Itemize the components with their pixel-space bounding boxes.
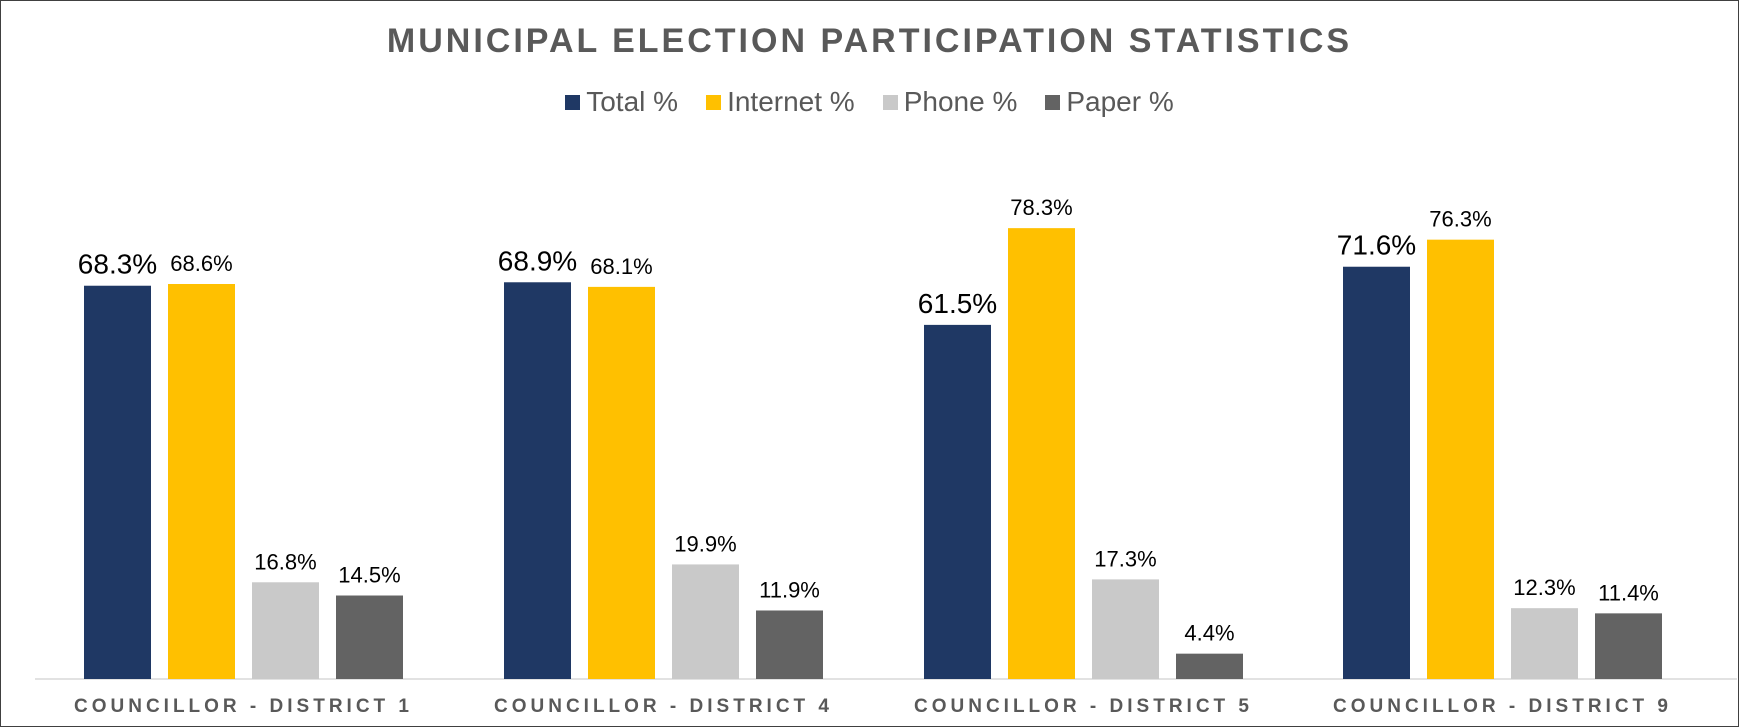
bar-internet-1 xyxy=(168,284,235,679)
bar-phone-2 xyxy=(672,564,739,679)
legend-swatch-internet xyxy=(706,94,722,110)
bar-internet-3 xyxy=(1008,228,1075,680)
legend-label-internet: Internet % xyxy=(727,86,855,117)
data-label-phone-2: 19.9% xyxy=(674,531,736,556)
data-label-internet-2: 68.1% xyxy=(590,254,652,279)
x-tick-label-4: COUNCILLOR - DISTRICT 9 xyxy=(1333,696,1672,717)
data-label-internet-3: 78.3% xyxy=(1010,195,1072,220)
legend-swatch-paper xyxy=(1045,94,1061,110)
data-label-paper-4: 11.4% xyxy=(1598,580,1659,605)
bar-paper-4 xyxy=(1595,613,1662,679)
bar-phone-1 xyxy=(252,582,319,679)
chart-title: MUNICIPAL ELECTION PARTICIPATION STATIST… xyxy=(386,22,1353,60)
legend-label-phone: Phone % xyxy=(903,86,1018,117)
data-label-internet-1: 68.6% xyxy=(170,251,232,276)
legend-label-total: Total % xyxy=(586,86,679,117)
data-label-phone-3: 17.3% xyxy=(1094,546,1156,571)
data-label-total-1: 68.3% xyxy=(78,249,157,280)
bar-internet-2 xyxy=(588,286,655,679)
legend-item-total: Total % xyxy=(565,86,678,118)
bar-total-1 xyxy=(84,285,151,679)
bar-paper-3 xyxy=(1176,653,1243,679)
data-label-paper-2: 11.9% xyxy=(759,577,820,602)
data-label-paper-3: 4.4% xyxy=(1184,621,1234,646)
legend-swatch-total xyxy=(565,94,581,110)
bar-paper-1 xyxy=(336,595,403,679)
legend-item-internet: Internet % xyxy=(706,86,855,118)
legend-swatch-phone xyxy=(882,94,898,110)
bar-total-3 xyxy=(924,324,991,679)
legend-item-paper: Paper % xyxy=(1045,86,1174,118)
legend-label-paper: Paper % xyxy=(1066,86,1174,117)
data-label-phone-4: 12.3% xyxy=(1513,575,1575,600)
bar-total-2 xyxy=(504,282,571,679)
x-tick-label-1: COUNCILLOR - DISTRICT 1 xyxy=(74,696,413,717)
data-label-internet-4: 76.3% xyxy=(1429,207,1491,232)
x-tick-label-2: COUNCILLOR - DISTRICT 4 xyxy=(494,696,833,717)
bar-phone-4 xyxy=(1511,608,1578,679)
data-label-total-4: 71.6% xyxy=(1337,230,1416,261)
bar-total-4 xyxy=(1343,266,1410,679)
legend-item-phone: Phone % xyxy=(882,86,1018,118)
bar-paper-2 xyxy=(756,610,823,679)
bar-internet-4 xyxy=(1427,239,1494,679)
data-label-total-3: 61.5% xyxy=(918,288,997,319)
data-label-phone-1: 16.8% xyxy=(254,549,316,574)
data-label-total-2: 68.9% xyxy=(498,245,577,276)
x-tick-label-3: COUNCILLOR - DISTRICT 5 xyxy=(914,696,1253,717)
chart-legend: Total % Internet % Phone % Paper % xyxy=(0,86,1739,118)
bar-phone-3 xyxy=(1092,579,1159,679)
data-label-paper-1: 14.5% xyxy=(338,563,400,588)
